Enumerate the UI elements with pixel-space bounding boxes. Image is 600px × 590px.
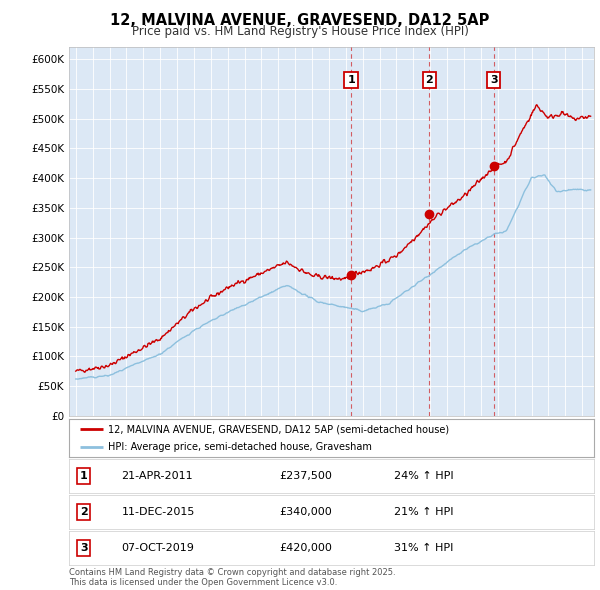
Text: HPI: Average price, semi-detached house, Gravesham: HPI: Average price, semi-detached house,… (109, 442, 372, 452)
Text: 1: 1 (80, 471, 88, 481)
Text: 3: 3 (80, 543, 88, 553)
Text: Price paid vs. HM Land Registry's House Price Index (HPI): Price paid vs. HM Land Registry's House … (131, 25, 469, 38)
Text: £420,000: £420,000 (279, 543, 332, 553)
Text: 2: 2 (425, 75, 433, 85)
Text: 11-DEC-2015: 11-DEC-2015 (121, 507, 195, 517)
Text: 1: 1 (347, 75, 355, 85)
Text: 24% ↑ HPI: 24% ↑ HPI (395, 471, 454, 481)
Text: 21-APR-2011: 21-APR-2011 (121, 471, 193, 481)
Text: 31% ↑ HPI: 31% ↑ HPI (395, 543, 454, 553)
Text: £237,500: £237,500 (279, 471, 332, 481)
Text: Contains HM Land Registry data © Crown copyright and database right 2025.
This d: Contains HM Land Registry data © Crown c… (69, 568, 395, 587)
Text: 21% ↑ HPI: 21% ↑ HPI (395, 507, 454, 517)
Text: 12, MALVINA AVENUE, GRAVESEND, DA12 5AP: 12, MALVINA AVENUE, GRAVESEND, DA12 5AP (110, 13, 490, 28)
Text: 2: 2 (80, 507, 88, 517)
Text: £340,000: £340,000 (279, 507, 332, 517)
Text: 07-OCT-2019: 07-OCT-2019 (121, 543, 194, 553)
Text: 12, MALVINA AVENUE, GRAVESEND, DA12 5AP (semi-detached house): 12, MALVINA AVENUE, GRAVESEND, DA12 5AP … (109, 424, 449, 434)
Text: 3: 3 (490, 75, 498, 85)
